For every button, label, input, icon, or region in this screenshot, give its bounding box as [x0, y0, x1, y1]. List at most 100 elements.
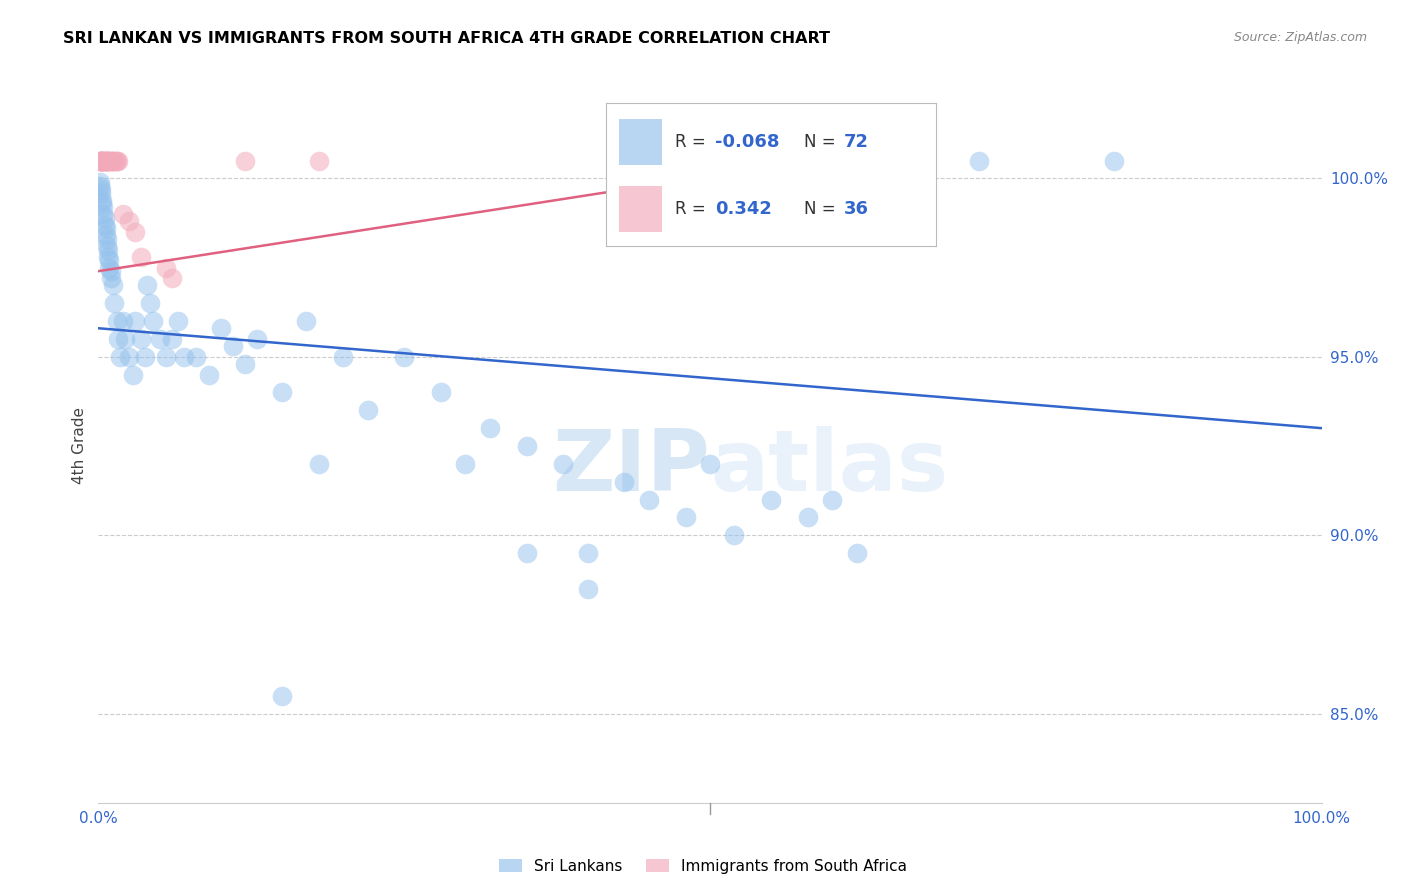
Point [124, 225, 146, 239]
Point [233, 357, 256, 371]
Point [107, 332, 129, 346]
Point [270, 689, 294, 703]
Point [454, 457, 477, 471]
Point [111, 207, 134, 221]
Legend: Sri Lankans, Immigrants from South Africa: Sri Lankans, Immigrants from South Afric… [494, 853, 912, 880]
Point [89, 178, 111, 193]
Point [91, 153, 114, 168]
Point [821, 492, 844, 507]
Point [136, 278, 159, 293]
Point [104, 153, 127, 168]
Point [89, 153, 111, 168]
Point [96, 232, 118, 246]
Point [94, 153, 117, 168]
Point [93, 218, 115, 232]
Point [97, 250, 120, 264]
Point [90, 153, 112, 168]
Point [91, 200, 114, 214]
Point [90, 186, 112, 200]
Point [515, 546, 537, 560]
Point [101, 153, 124, 168]
Point [675, 510, 697, 524]
Text: ZIP: ZIP [553, 425, 710, 509]
Point [100, 153, 122, 168]
Point [723, 528, 745, 542]
Point [553, 457, 575, 471]
Point [96, 153, 118, 168]
Point [101, 278, 124, 293]
Text: atlas: atlas [710, 425, 948, 509]
Point [1102, 153, 1125, 168]
Point [613, 475, 636, 489]
Point [97, 153, 120, 168]
Point [98, 253, 121, 268]
Point [142, 314, 165, 328]
Point [160, 332, 183, 346]
Point [100, 271, 122, 285]
Point [149, 332, 172, 346]
Point [100, 264, 122, 278]
Point [308, 153, 330, 168]
Point [96, 239, 118, 253]
Point [90, 153, 112, 168]
Point [167, 314, 190, 328]
Point [93, 211, 115, 225]
Point [308, 457, 330, 471]
Point [197, 368, 219, 382]
Point [89, 153, 111, 168]
Point [103, 296, 125, 310]
Point [967, 153, 990, 168]
Point [160, 271, 183, 285]
Point [222, 339, 245, 353]
Point [89, 175, 111, 189]
Point [94, 153, 117, 168]
Point [155, 260, 177, 275]
Point [105, 153, 128, 168]
Point [356, 403, 378, 417]
Text: Source: ZipAtlas.com: Source: ZipAtlas.com [1233, 31, 1367, 45]
Point [91, 153, 114, 168]
Point [93, 153, 115, 168]
Point [90, 182, 112, 196]
Point [98, 260, 121, 275]
Point [515, 439, 537, 453]
Point [332, 350, 354, 364]
Point [124, 314, 146, 328]
Point [761, 492, 783, 507]
Point [93, 153, 115, 168]
Point [91, 207, 114, 221]
Y-axis label: 4th Grade: 4th Grade [72, 408, 87, 484]
Point [118, 350, 141, 364]
Point [121, 368, 143, 382]
Point [111, 314, 134, 328]
Point [91, 153, 114, 168]
Point [246, 332, 269, 346]
Point [94, 228, 117, 243]
Point [91, 153, 114, 168]
Point [100, 153, 122, 168]
Point [233, 153, 256, 168]
Point [392, 350, 416, 364]
Point [118, 214, 141, 228]
Point [173, 350, 195, 364]
Point [430, 385, 453, 400]
Point [91, 193, 114, 207]
Point [797, 510, 820, 524]
Point [103, 153, 125, 168]
Point [638, 492, 661, 507]
Point [97, 243, 120, 257]
Point [90, 153, 112, 168]
Point [845, 546, 868, 560]
Point [155, 350, 177, 364]
Point [186, 350, 208, 364]
Point [91, 196, 114, 211]
Point [129, 250, 152, 264]
Point [110, 350, 132, 364]
Point [91, 153, 114, 168]
Point [97, 153, 120, 168]
Point [576, 546, 599, 560]
Point [295, 314, 318, 328]
Point [209, 321, 232, 335]
Point [89, 153, 111, 168]
Text: SRI LANKAN VS IMMIGRANTS FROM SOUTH AFRICA 4TH GRADE CORRELATION CHART: SRI LANKAN VS IMMIGRANTS FROM SOUTH AFRI… [63, 31, 831, 46]
